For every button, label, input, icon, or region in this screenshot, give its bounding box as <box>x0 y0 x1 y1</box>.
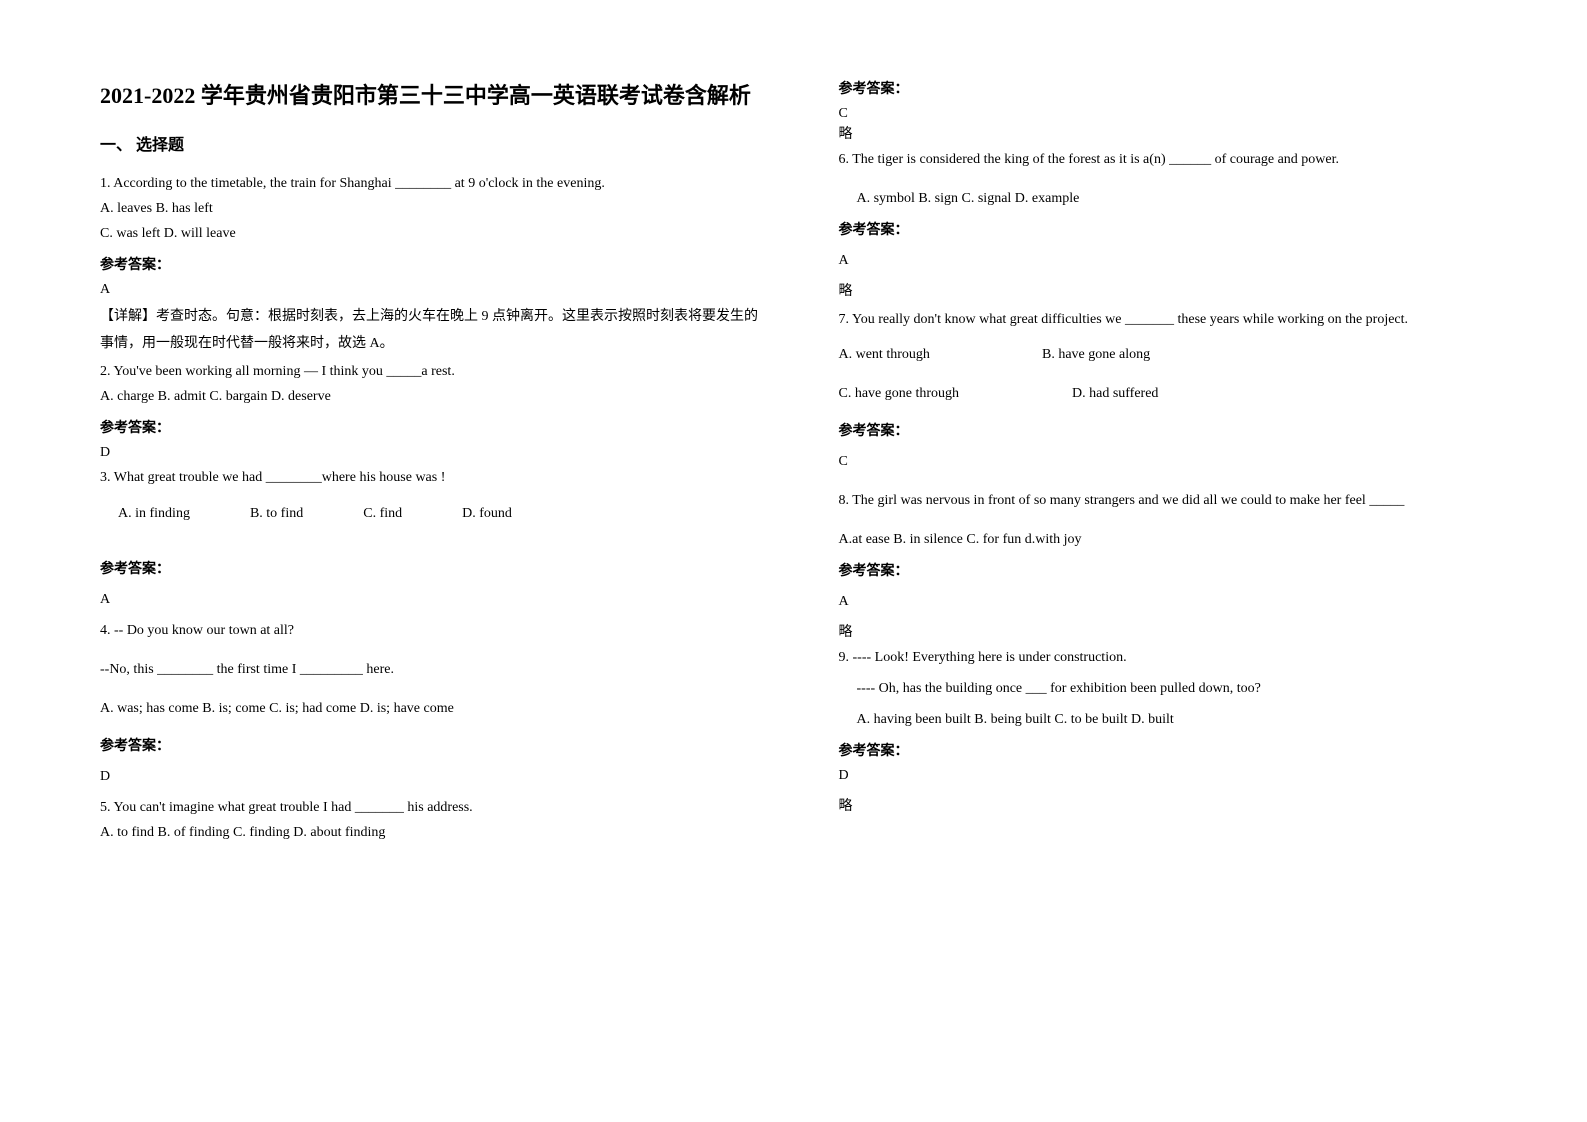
q7-opt-b: B. have gone along <box>1042 347 1150 362</box>
q7-answer-label: 参考答案： <box>839 420 1498 440</box>
q3-opt-d: D. found <box>462 506 512 522</box>
q5-brief: 略 <box>839 124 1498 145</box>
q7-opt-d: D. had suffered <box>1072 386 1158 401</box>
q5-answer: C <box>839 106 1498 122</box>
q2-opts: A. charge B. admit C. bargain D. deserve <box>100 386 759 407</box>
q7-opts-row2: C. have gone through D. had suffered <box>839 383 1498 404</box>
q2-stem: 2. You've been working all morning — I t… <box>100 361 759 382</box>
q3-answer-label: 参考答案： <box>100 558 759 578</box>
q7-opt-c: C. have gone through <box>839 383 1069 404</box>
q8-brief: 略 <box>839 622 1498 643</box>
q7-opts-row1: A. went through B. have gone along <box>839 344 1498 365</box>
q4-answer-label: 参考答案： <box>100 735 759 755</box>
q7-stem: 7. You really don't know what great diff… <box>839 306 1498 334</box>
q1-explanation: 【详解】考查时态。句意：根据时刻表，去上海的火车在晚上 9 点钟离开。这里表示按… <box>100 304 759 357</box>
q6-answer: A <box>839 253 1498 269</box>
q1-answer-label: 参考答案： <box>100 254 759 274</box>
q9-answer: D <box>839 768 1498 784</box>
right-column: 参考答案： C 略 6. The tiger is considered the… <box>799 78 1498 1044</box>
q3-stem: 3. What great trouble we had ________whe… <box>100 467 759 488</box>
q4-line2: --No, this ________ the first time I ___… <box>100 659 759 680</box>
q2-answer: D <box>100 445 759 461</box>
q8-answer-label: 参考答案： <box>839 560 1498 580</box>
q1-answer: A <box>100 282 759 298</box>
q6-answer-label: 参考答案： <box>839 219 1498 239</box>
q7-opt-a: A. went through <box>839 344 1039 365</box>
q5-stem: 5. You can't imagine what great trouble … <box>100 797 759 818</box>
q3-opt-a: A. in finding <box>118 506 190 522</box>
left-column: 2021-2022 学年贵州省贵阳市第三十三中学高一英语联考试卷含解析 一、 选… <box>100 78 799 1044</box>
q8-answer: A <box>839 594 1498 610</box>
q9-line2: ---- Oh, has the building once ___ for e… <box>839 678 1498 699</box>
q5-opts: A. to find B. of finding C. finding D. a… <box>100 822 759 843</box>
q4-opts: A. was; has come B. is; come C. is; had … <box>100 698 759 719</box>
q3-opts: A. in finding B. to find C. find D. foun… <box>100 506 759 522</box>
q9-brief: 略 <box>839 796 1498 817</box>
q4-answer: D <box>100 769 759 785</box>
page-title: 2021-2022 学年贵州省贵阳市第三十三中学高一英语联考试卷含解析 <box>100 78 759 113</box>
q5-answer-label: 参考答案： <box>839 78 1498 98</box>
q7-answer: C <box>839 454 1498 470</box>
q4-stem: 4. -- Do you know our town at all? <box>100 620 759 641</box>
q9-answer-label: 参考答案： <box>839 740 1498 760</box>
q2-answer-label: 参考答案： <box>100 417 759 437</box>
q8-opts: A.at ease B. in silence C. for fun d.wit… <box>839 529 1498 550</box>
q6-stem: 6. The tiger is considered the king of t… <box>839 149 1498 170</box>
q1-stem: 1. According to the timetable, the train… <box>100 173 759 194</box>
q9-stem: 9. ---- Look! Everything here is under c… <box>839 647 1498 668</box>
q8-stem: 8. The girl was nervous in front of so m… <box>839 490 1498 511</box>
q6-opts: A. symbol B. sign C. signal D. example <box>839 188 1498 209</box>
q9-opts: A. having been built B. being built C. t… <box>839 709 1498 730</box>
q1-opts-2: C. was left D. will leave <box>100 223 759 244</box>
q3-opt-c: C. find <box>363 506 402 522</box>
q3-opt-b: B. to find <box>250 506 303 522</box>
q3-answer: A <box>100 592 759 608</box>
section-heading: 一、 选择题 <box>100 131 759 155</box>
q1-opts-1: A. leaves B. has left <box>100 198 759 219</box>
q6-brief: 略 <box>839 281 1498 302</box>
